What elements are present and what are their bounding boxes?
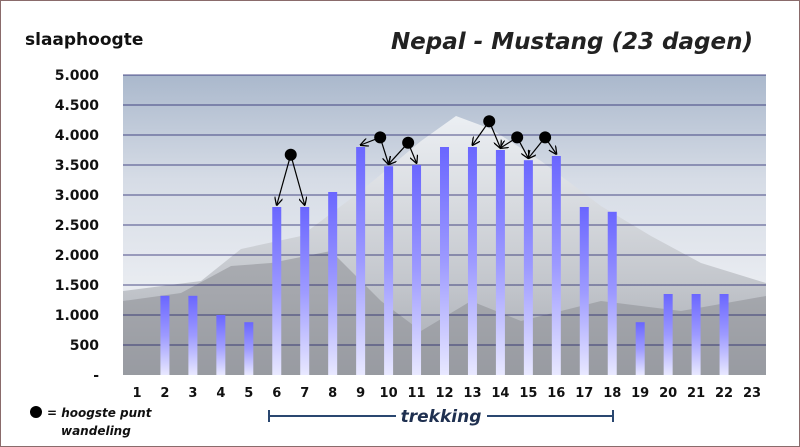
y-tick-label: 1.500 — [55, 278, 100, 294]
bar — [412, 165, 422, 375]
x-tick-label: 2 — [160, 386, 169, 401]
y-tick-label: 3.000 — [55, 188, 100, 204]
legend-line-2: wandeling — [61, 424, 131, 438]
bar — [328, 192, 338, 375]
y-tick-label: 5.000 — [55, 68, 100, 84]
y-tick-label: 4.500 — [55, 98, 100, 114]
legend-line-1: = hoogste punt — [47, 406, 153, 420]
x-tick-label: 13 — [463, 386, 481, 401]
highest-point-marker — [284, 148, 297, 161]
bar — [188, 295, 198, 375]
y-tick-label: 500 — [70, 338, 99, 354]
x-tick-label: 15 — [519, 386, 537, 401]
bar — [356, 147, 366, 375]
bar — [216, 315, 226, 375]
x-tick-label: 21 — [687, 386, 705, 401]
x-tick-label: 1 — [132, 386, 141, 401]
bar — [384, 166, 394, 375]
x-tick-label: 8 — [328, 386, 337, 401]
y-axis-label: slaaphoogte — [25, 30, 143, 50]
bar — [663, 294, 673, 375]
bar — [244, 322, 254, 375]
trekking-bracket: trekking — [268, 407, 614, 427]
x-tick-label: 19 — [631, 386, 649, 401]
x-tick-label: 10 — [380, 386, 398, 401]
x-tick-label: 3 — [188, 386, 197, 401]
bar — [579, 207, 589, 375]
bars — [160, 147, 729, 375]
bar — [272, 207, 282, 375]
arrow-line — [290, 154, 305, 205]
y-tick-label: 2.500 — [55, 218, 100, 234]
bar — [160, 295, 170, 375]
chart-title: Nepal - Mustang (23 dagen) — [391, 29, 753, 55]
x-tick-label: 18 — [603, 386, 621, 401]
bar — [495, 150, 505, 375]
bar — [691, 294, 701, 375]
y-tick-label: 3.500 — [55, 158, 100, 174]
trekking-label: trekking — [401, 407, 482, 427]
highest-point-marker — [483, 115, 496, 128]
highest-point-marker — [511, 131, 524, 144]
bar — [523, 160, 533, 375]
x-tick-label: 22 — [715, 386, 733, 401]
y-tick-label: 2.000 — [55, 248, 100, 264]
x-tick-label: 20 — [659, 386, 677, 401]
x-tick-label: 5 — [244, 386, 253, 401]
x-axis-ticks: 1 2 3 4 5 6 7 8 9 10 11 12 13 14 15 16 17 18 19 20 21 22 23 — [132, 386, 761, 401]
bar — [551, 156, 561, 375]
x-tick-label: 23 — [743, 386, 761, 401]
y-tick-label: 4.000 — [55, 128, 100, 144]
highest-point-marker — [374, 131, 387, 144]
black-dot-icon — [30, 406, 42, 418]
bar — [719, 294, 729, 375]
highest-point-markers — [277, 115, 557, 205]
x-tick-label: 16 — [547, 386, 565, 401]
x-tick-label: 11 — [407, 386, 425, 401]
bar — [635, 322, 645, 375]
y-axis-ticks: - 500 1.000 1.500 2.000 2.500 3.000 3.500 4.000 4… — [55, 68, 100, 384]
x-tick-label: 6 — [272, 386, 281, 401]
x-tick-label: 9 — [356, 386, 365, 401]
bar — [467, 147, 477, 375]
bar — [607, 211, 617, 375]
y-tick-label: - — [93, 368, 99, 384]
highest-point-marker — [402, 136, 415, 149]
x-tick-label: 17 — [575, 386, 593, 401]
bar — [440, 147, 449, 375]
x-tick-label: 14 — [491, 386, 509, 401]
legend: = hoogste punt wandeling — [30, 406, 153, 438]
highest-point-marker — [539, 131, 552, 144]
bar — [300, 207, 310, 375]
x-tick-label: 4 — [216, 386, 225, 401]
x-tick-label: 12 — [435, 386, 453, 401]
arrow-line — [277, 154, 292, 205]
y-tick-label: 1.000 — [55, 308, 100, 324]
x-tick-label: 7 — [300, 386, 309, 401]
